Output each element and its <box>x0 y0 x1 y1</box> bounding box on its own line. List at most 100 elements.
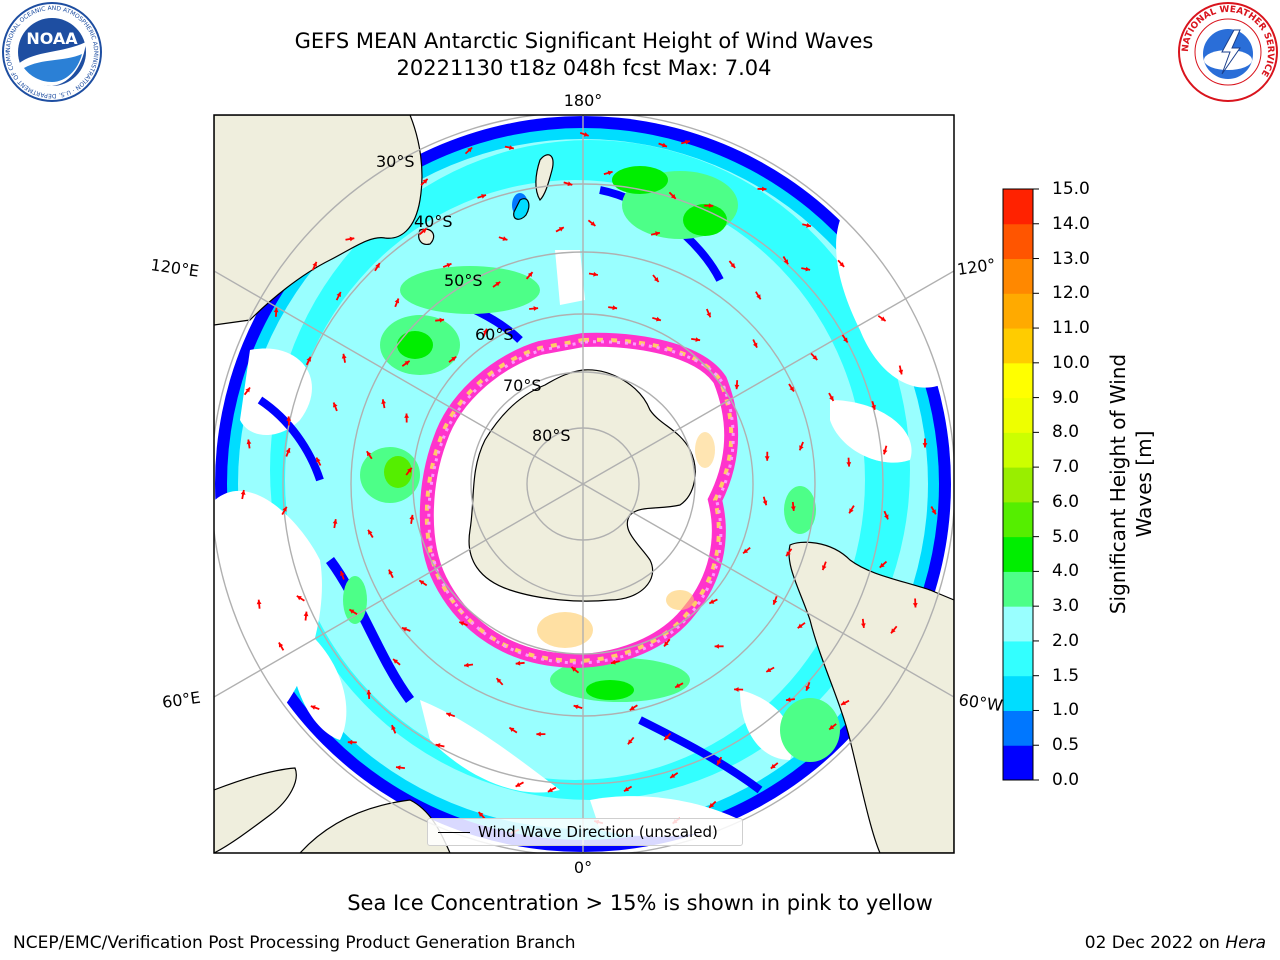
wind-wave-arrow <box>691 337 701 342</box>
meridian-label-180: 180° <box>564 91 603 110</box>
wind-wave-arrow <box>420 178 429 186</box>
wind-wave-arrow <box>752 339 758 348</box>
wind-wave-arrow <box>810 352 818 361</box>
wind-wave-arrow <box>848 505 855 514</box>
wind-wave-arrow <box>898 365 904 375</box>
nws-logo: NATIONAL WEATHER SERVICE <box>1178 2 1278 102</box>
map-frame <box>213 114 955 854</box>
wind-wave-arrow <box>366 689 372 699</box>
australia <box>214 115 423 326</box>
colorbar-tick-label: 5.0 <box>1052 526 1080 547</box>
wind-wave-arrow <box>734 380 740 390</box>
colorbar-tick-label: 2.0 <box>1052 630 1080 651</box>
wind-wave-arrow <box>861 618 866 629</box>
wind-wave-arrow <box>663 732 672 741</box>
wind-wave-arrow <box>788 383 795 392</box>
wind-wave-arrow <box>435 743 445 748</box>
wind-wave-arrow <box>563 181 573 186</box>
wind-wave-arrow <box>332 519 338 529</box>
parallel-label-30s: 30°S <box>376 152 415 171</box>
new-zealand-south <box>513 198 530 220</box>
wind-wave-arrow <box>296 595 305 602</box>
wind-wave-arrow <box>608 305 618 311</box>
wind-wave-arrow <box>281 506 288 516</box>
figure-subtitle: 20221130 t18z 048h fcst Max: 7.04 <box>396 56 772 80</box>
colorbar <box>1003 189 1033 781</box>
colorbar-tick-label: 10.0 <box>1052 352 1090 373</box>
colorbar-tick-label: 6.0 <box>1052 491 1080 512</box>
map-legend: Wind Wave Direction (unscaled) <box>427 818 743 846</box>
wind-wave-arrow <box>395 765 406 770</box>
wind-wave-arrow <box>388 569 394 579</box>
wind-wave-arrow <box>765 666 775 673</box>
wind-wave-arrow <box>498 236 508 241</box>
wind-wave-arrow <box>627 736 635 745</box>
colorbar-segment <box>1003 571 1033 607</box>
wind-wave-arrow <box>435 317 445 323</box>
wind-wave-arrow <box>477 811 486 820</box>
wind-wave-arrow <box>492 281 501 288</box>
wind-wave-arrow <box>374 262 381 272</box>
wind-wave-arrow <box>650 231 661 236</box>
wind-wave-arrow <box>482 328 488 338</box>
wind-wave-arrow <box>821 561 827 571</box>
wind-wave-arrow <box>890 625 898 634</box>
figure-title: GEFS MEAN Antarctic Significant Height o… <box>294 29 874 53</box>
colorbar-title-text: Significant Height of Wind Waves [m] <box>1106 353 1156 615</box>
wind-wave-arrow <box>882 445 888 455</box>
wind-wave-arrow <box>547 786 557 793</box>
parallel-label-40s: 40°S <box>414 212 453 231</box>
parallel-label-80s: 80°S <box>532 426 571 445</box>
wind-wave-arrow <box>419 227 428 235</box>
colorbar-segment <box>1003 293 1033 329</box>
wind-wave-arrow <box>680 139 691 145</box>
colorbar-tick-label: 7.0 <box>1052 457 1080 478</box>
colorbar-tick-label: 15.0 <box>1052 179 1090 199</box>
wind-wave-arrow <box>828 392 835 402</box>
wind-wave-arrow <box>504 145 514 150</box>
wind-wave-arrow <box>448 355 457 363</box>
wind-wave-arrow <box>755 291 762 300</box>
wind-wave-arrow <box>629 704 638 711</box>
graticule <box>214 115 954 853</box>
wind-wave-arrow <box>570 666 580 674</box>
colorbar-segment <box>1003 640 1033 677</box>
date-stamp: 02 Dec 2022 on Hera <box>1085 933 1266 953</box>
wind-wave-arrow <box>458 621 468 627</box>
meridian-label-60w: 60°W <box>957 690 1004 715</box>
date-text: 02 Dec 2022 on <box>1084 933 1220 953</box>
parallel-label-50s: 50°S <box>444 271 483 290</box>
wind-wave-arrow <box>256 599 262 609</box>
colorbar-segment <box>1003 258 1033 294</box>
wind-wave-arrow <box>922 438 928 448</box>
colorbar-tick-label: 14.0 <box>1052 213 1090 234</box>
wind-wave-arrow <box>273 307 279 317</box>
wind-wave-arrow <box>246 439 252 449</box>
colorbar-tick-label: 4.0 <box>1052 561 1080 582</box>
wind-wave-arrow <box>404 413 409 423</box>
wind-wave-arrow <box>409 514 415 524</box>
wind-wave-arrow <box>311 261 318 271</box>
wind-wave-arrow <box>315 457 322 466</box>
wind-wave-arrow <box>508 726 518 734</box>
wind-wave-arrow <box>828 723 837 731</box>
wind-wave-arrow <box>303 611 309 621</box>
colorbar-tick-label: 11.0 <box>1052 318 1090 339</box>
colorbar-segment <box>1003 362 1033 399</box>
wind-wave-arrow <box>536 731 546 737</box>
wind-wave-arrow <box>930 506 937 515</box>
colorbar-segment <box>1003 501 1033 538</box>
meridian-label-120w: 120° <box>956 255 997 279</box>
wind-wave-arrow <box>345 236 355 242</box>
wind-wave-arrow <box>798 441 804 451</box>
meridian-label-120e: 120°E <box>149 255 200 281</box>
wind-wave-arrow <box>708 598 718 605</box>
wind-wave-arrow <box>477 194 487 199</box>
wind-wave-arrow <box>332 402 338 412</box>
wind-wave-arrow <box>790 501 796 512</box>
wind-wave-arrow <box>785 548 793 557</box>
wind-wave-arrow <box>446 712 456 718</box>
legend-line-sample <box>438 832 470 833</box>
wind-wave-arrow <box>840 699 850 706</box>
